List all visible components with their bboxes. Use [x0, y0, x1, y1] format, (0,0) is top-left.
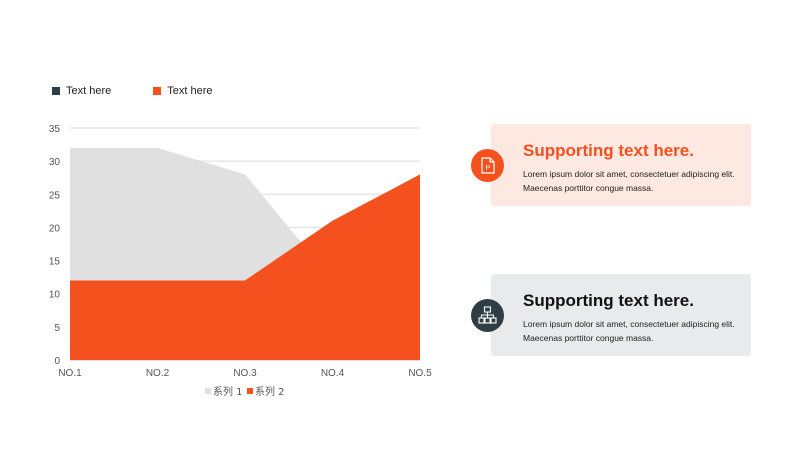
card-2-title: Supporting text here. — [523, 291, 694, 310]
legend-item-dark: Text here — [52, 85, 111, 97]
y-tick-label-5: 5 — [54, 323, 60, 334]
y-tick-label-15: 15 — [49, 257, 61, 268]
legend-item-orange: Text here — [153, 85, 213, 97]
y-tick-label-0: 0 — [54, 356, 60, 367]
chart-legend-swatch-1 — [205, 388, 211, 394]
legend-label-orange: Text here — [167, 85, 213, 97]
y-tick-label-10: 10 — [49, 290, 61, 301]
legend-label-dark: Text here — [66, 85, 112, 97]
sitemap-icon — [471, 299, 504, 332]
y-tick-label-20: 20 — [49, 223, 61, 234]
powerpoint-file-icon: P — [471, 149, 504, 182]
y-tick-label-30: 30 — [49, 157, 61, 168]
x-tick-label-4: NO.4 — [321, 368, 345, 379]
legend-swatch-orange — [153, 87, 162, 95]
chart-legend-label-1: 系列 1 — [213, 385, 243, 398]
chart-legend-swatch-2 — [247, 388, 253, 394]
top-legend: Text here Text here — [52, 85, 213, 97]
legend-swatch-dark — [52, 87, 60, 95]
y-tick-label-35: 35 — [49, 124, 61, 135]
svg-text:P: P — [486, 165, 491, 172]
info-card-2: Supporting text here. Lorem ipsum dolor … — [491, 274, 751, 356]
x-tick-label-5: NO.5 — [408, 368, 432, 379]
chart-legend-label-2: 系列 2 — [255, 385, 285, 398]
card-1-title: Supporting text here. — [523, 141, 694, 160]
card-1-body: Lorem ipsum dolor sit amet, consectetuer… — [523, 169, 735, 193]
x-tick-label-3: NO.3 — [233, 368, 257, 379]
series-area-2 — [70, 174, 420, 360]
card-2-body: Lorem ipsum dolor sit amet, consectetuer… — [523, 319, 735, 343]
info-card-1: Supporting text here. Lorem ipsum dolor … — [491, 124, 751, 206]
x-tick-label-2: NO.2 — [146, 368, 170, 379]
x-tick-label-1: NO.1 — [58, 368, 82, 379]
y-tick-label-25: 25 — [49, 190, 61, 201]
